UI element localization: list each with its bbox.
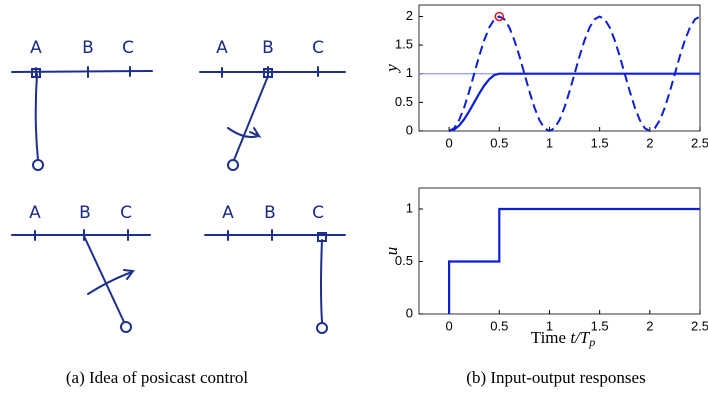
caption: (a) Idea of posicast control [66, 368, 248, 387]
sketch-label: B [264, 203, 276, 223]
x-tick-label: 2 [646, 135, 653, 150]
y-tick-label: 1 [406, 200, 413, 215]
x-axis-label-part: p [588, 335, 595, 349]
x-tick-label: 0.5 [490, 318, 508, 333]
y-tick-label: 0.5 [395, 94, 413, 109]
pendulum-drawing [11, 229, 151, 323]
sketch-label: A [29, 203, 41, 223]
x-tick-label: 1.5 [591, 135, 609, 150]
bob [227, 159, 239, 171]
sketch-label: C [312, 203, 324, 223]
x-tick-label: 2.5 [691, 135, 708, 150]
sketch-label: A [222, 203, 234, 223]
bob [120, 321, 132, 333]
x-tick-label: 1.5 [591, 318, 609, 333]
x-tick-label: 2.5 [691, 318, 708, 333]
bob [32, 159, 44, 171]
y-tick-label: 2 [406, 8, 413, 23]
sketch: A B C [204, 203, 346, 334]
x-axis-label-part: t/T [570, 328, 590, 347]
sketch: A B C [11, 38, 153, 171]
y-tick-label: 0 [406, 122, 413, 137]
sketch-label: A [30, 38, 42, 58]
pendulum-drawing [11, 66, 153, 161]
sketch-label: C [312, 38, 324, 58]
pendulum-drawing [199, 66, 346, 161]
x-axis-label: Time t/Tp [531, 328, 595, 349]
sketch: A B C [11, 203, 151, 333]
y-tick-label: 1.5 [395, 37, 413, 52]
cart [317, 232, 327, 242]
plot-frame [418, 4, 701, 132]
y-axis-label: y [382, 64, 401, 74]
pendulum-drawing [204, 229, 346, 323]
x-tick-label: 0 [445, 318, 452, 333]
sketch-label: C [120, 203, 132, 223]
series-line [448, 15, 701, 133]
marker [494, 11, 505, 22]
x-tick-label: 1 [546, 135, 553, 150]
caption: (b) Input-output responses [466, 368, 645, 387]
cart [31, 68, 41, 78]
y-tick-label: 0 [406, 305, 413, 320]
y-axis-label: u [382, 247, 401, 256]
cart [263, 68, 273, 78]
sketch-label: B [79, 203, 91, 223]
y-tick-label: 0.5 [395, 253, 413, 268]
sketch-label: A [216, 38, 228, 58]
sketch-label: B [82, 38, 94, 58]
series-line [448, 72, 700, 133]
sketch-label: B [262, 38, 274, 58]
series-line [448, 207, 700, 314]
sketch: A B C [199, 38, 346, 171]
sketch-label: C [122, 38, 134, 58]
x-tick-label: 1 [546, 318, 553, 333]
plot-frame [418, 187, 701, 315]
bob [316, 322, 328, 334]
x-tick-label: 2 [646, 318, 653, 333]
x-tick-label: 0 [445, 135, 452, 150]
x-axis-label-part: Time [531, 328, 571, 347]
x-tick-label: 0.5 [490, 135, 508, 150]
y-tick-label: 1 [406, 65, 413, 80]
